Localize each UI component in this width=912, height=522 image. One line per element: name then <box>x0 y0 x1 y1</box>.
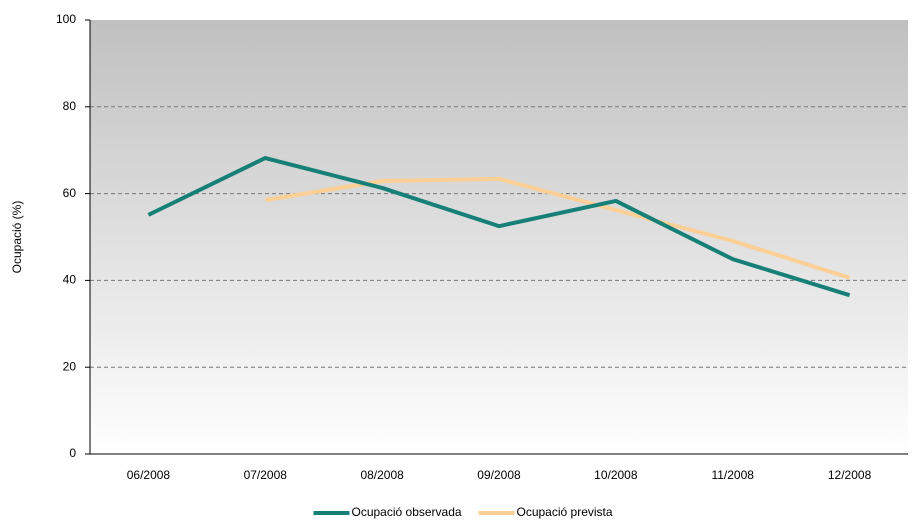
legend-label: Ocupació observada <box>352 505 462 519</box>
x-tick-label: 10/2008 <box>594 468 638 482</box>
x-tick-label: 11/2008 <box>711 468 754 482</box>
y-tick-label: 0 <box>69 446 76 460</box>
y-tick-label: 80 <box>63 99 77 113</box>
legend-label: Ocupació prevista <box>517 505 613 519</box>
y-tick-label: 100 <box>56 12 76 26</box>
x-tick-label: 07/2008 <box>244 468 288 482</box>
plot-area <box>90 20 908 454</box>
data-line <box>147 156 851 298</box>
y-axis-label: Ocupació (%) <box>10 201 24 274</box>
x-tick-label: 08/2008 <box>360 468 404 482</box>
y-tick-label: 60 <box>63 186 77 200</box>
x-tick-label: 09/2008 <box>477 468 521 482</box>
y-tick-label: 20 <box>63 359 77 373</box>
y-tick-label: 40 <box>63 273 77 287</box>
x-tick-label: 12/2008 <box>828 468 872 482</box>
x-tick-label: 06/2008 <box>127 468 171 482</box>
